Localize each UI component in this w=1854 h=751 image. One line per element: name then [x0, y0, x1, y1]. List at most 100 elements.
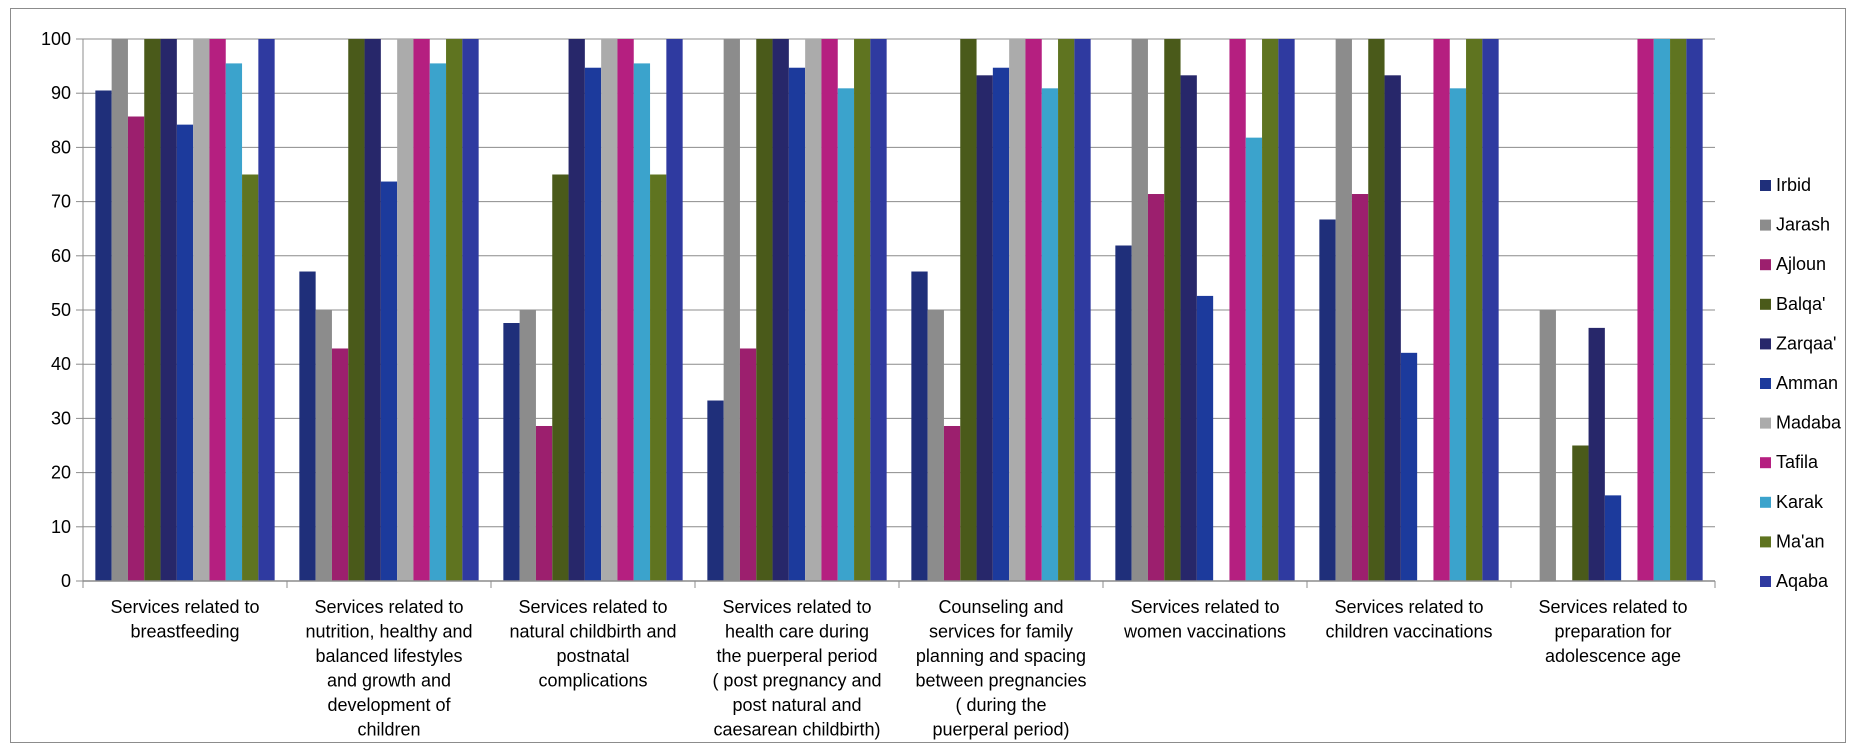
x-category-label: Counseling and services for family plannin…: [915, 597, 1086, 740]
legend-label: Ma'an: [1776, 531, 1824, 551]
bar-aqaba: [1482, 39, 1499, 581]
x-category-label: Services related to preparation for adoles…: [1538, 597, 1687, 666]
bar-amman: [1196, 295, 1214, 581]
legend-label: Irbid: [1776, 175, 1811, 195]
y-tick-label: 60: [51, 246, 71, 266]
bar-tafila: [821, 39, 838, 581]
bar-jarash: [1539, 310, 1556, 581]
bar-irbid: [299, 271, 316, 581]
legend-swatch: [1760, 259, 1771, 271]
bar-maan: [1058, 39, 1075, 581]
legend-label: Jarash: [1776, 215, 1830, 235]
bar-irbid: [707, 400, 724, 581]
bar-balqa: [756, 39, 773, 581]
bar-karak: [633, 63, 651, 581]
bar-aqaba: [1278, 39, 1295, 581]
legend-swatch: [1760, 417, 1771, 429]
bar-balqa: [144, 39, 161, 581]
legend-swatch: [1760, 496, 1771, 508]
legend-swatch: [1760, 219, 1771, 231]
bar-karak: [225, 63, 243, 581]
bar-zarqaa: [976, 75, 993, 582]
bar-madaba: [397, 39, 414, 581]
bar-ajloun: [1147, 194, 1165, 581]
legend-label: Aqaba: [1776, 571, 1829, 591]
bar-amman: [1604, 495, 1622, 581]
bar-ajloun: [1351, 194, 1369, 581]
bar-karak: [1245, 137, 1263, 582]
legend-swatch: [1760, 457, 1771, 469]
bar-maan: [650, 174, 667, 581]
bar-maan: [1670, 39, 1687, 581]
bar-maan: [854, 39, 871, 581]
bar-maan: [446, 39, 463, 581]
x-category-label: Services related to nutrition, healthy an…: [305, 597, 472, 740]
legend-label: Zarqaa': [1776, 333, 1836, 353]
bar-ajloun: [739, 348, 757, 581]
bar-maan: [242, 174, 259, 581]
bar-jarash: [1335, 39, 1352, 581]
legend-label: Karak: [1776, 492, 1824, 512]
legend-swatch: [1760, 536, 1771, 548]
bar-ajloun: [331, 348, 349, 581]
bar-balqa: [1164, 39, 1181, 581]
bar-amman: [788, 67, 806, 581]
bar-aqaba: [462, 39, 479, 581]
bar-aqaba: [870, 39, 887, 581]
x-category-label: Services related to natural childbirth an…: [509, 597, 676, 691]
chart-frame: [10, 8, 1846, 743]
bar-karak: [1449, 88, 1467, 582]
bar-maan: [1466, 39, 1483, 581]
legend-label: Balqa': [1776, 294, 1825, 314]
y-tick-label: 80: [51, 137, 71, 157]
bar-madaba: [601, 39, 618, 581]
y-tick-label: 50: [51, 300, 71, 320]
bar-jarash: [111, 39, 128, 581]
bar-karak: [837, 88, 855, 582]
bar-tafila: [209, 39, 226, 581]
bar-jarash: [519, 310, 536, 581]
bar-irbid: [1319, 219, 1336, 581]
y-tick-labels: 0 10 20 30 40 50 60 70 80 90 100: [41, 29, 71, 591]
bar-ajloun: [943, 425, 961, 581]
bar-tafila: [1229, 39, 1246, 581]
y-tick-label: 70: [51, 192, 71, 212]
legend-label: Tafila: [1776, 452, 1819, 472]
bar-madaba: [193, 39, 210, 581]
x-category-label: Services related to children vaccinations: [1325, 597, 1492, 642]
bar-jarash: [723, 39, 740, 581]
x-category-label: Services related to health care during the…: [712, 597, 881, 740]
bar-balqa: [1368, 39, 1385, 581]
bar-zarqaa: [772, 39, 789, 581]
bar-amman: [1400, 352, 1418, 581]
bar-tafila: [1433, 39, 1450, 581]
axes: [82, 39, 1716, 588]
bar-zarqaa: [1384, 75, 1401, 582]
bar-tafila: [617, 39, 634, 581]
bar-balqa: [348, 39, 365, 581]
legend-label: Ajloun: [1776, 254, 1826, 274]
bar-jarash: [315, 310, 332, 581]
bar-tafila: [413, 39, 430, 581]
bar-maan: [1262, 39, 1279, 581]
bar-amman: [584, 67, 602, 581]
bar-tafila: [1637, 39, 1654, 581]
bar-zarqaa: [160, 39, 177, 581]
bar-karak: [1653, 39, 1671, 581]
bar-madaba: [1009, 39, 1026, 581]
legend-swatch: [1760, 576, 1771, 587]
bar-karak: [1041, 88, 1059, 582]
x-category-labels: Services related to breastfeeding Services…: [110, 597, 1687, 740]
legend-swatch: [1760, 298, 1771, 310]
y-tick-label: 90: [51, 83, 71, 103]
y-tick-label: 20: [51, 463, 71, 483]
bar-ajloun: [535, 425, 553, 581]
x-category-label: Services related to breastfeeding: [110, 597, 259, 642]
bar-irbid: [911, 271, 928, 581]
bar-zarqaa: [1588, 327, 1605, 581]
bar-amman: [992, 67, 1010, 581]
bar-aqaba: [666, 39, 683, 581]
legend: Irbid Jarash Ajloun Balqa' Zarqaa' Amman Madab…: [1760, 175, 1842, 591]
bar-zarqaa: [1180, 75, 1197, 582]
